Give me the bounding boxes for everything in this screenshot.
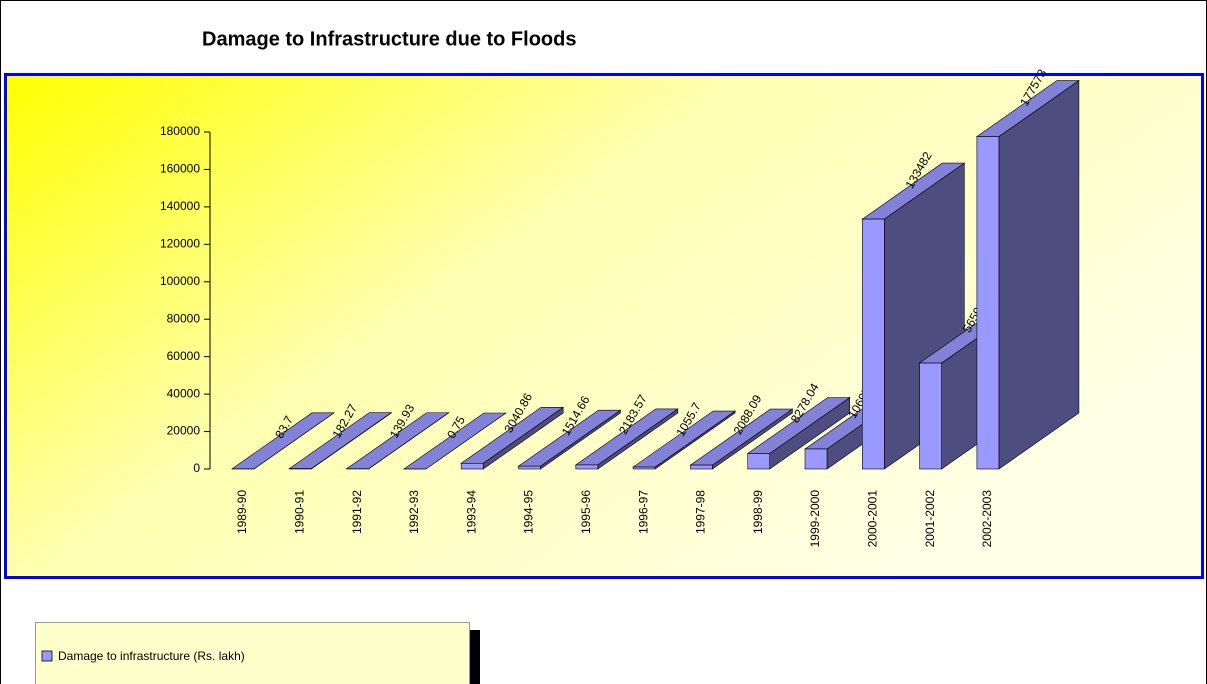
y-tick-label: 120000 <box>160 237 200 251</box>
legend-shadow <box>470 630 480 684</box>
x-tick-label: 1989-90 <box>235 490 249 534</box>
y-tick-label: 40000 <box>167 386 201 400</box>
bar <box>632 466 656 470</box>
y-tick-label: 140000 <box>160 199 200 213</box>
bar <box>747 453 771 470</box>
x-tick-label: 2001-2002 <box>923 490 937 548</box>
y-tick-label: 100000 <box>160 274 200 288</box>
x-tick-label: 2002-2003 <box>980 490 994 548</box>
x-tick-label: 1996-97 <box>636 490 650 534</box>
bar <box>861 218 885 470</box>
legend-swatch <box>41 650 53 662</box>
bar <box>575 464 599 470</box>
legend-label: Damage to infrastructure (Rs. lakh) <box>58 649 245 663</box>
bar <box>518 465 541 470</box>
bar <box>919 362 942 470</box>
y-tick-label: 160000 <box>160 162 200 176</box>
legend-box <box>35 622 470 684</box>
bar <box>460 463 484 470</box>
x-tick-label: 1995-96 <box>579 490 593 534</box>
y-tick-label: 180000 <box>160 124 200 138</box>
x-tick-label: 2000-2001 <box>865 490 879 548</box>
y-tick-label: 20000 <box>167 424 201 438</box>
x-tick-label: 1997-98 <box>694 490 708 534</box>
chart-title: Damage to Infrastructure due to Floods <box>202 28 576 50</box>
x-tick-label: 1994-95 <box>522 490 536 534</box>
x-tick-label: 1998-99 <box>751 490 765 534</box>
y-tick-label: 0 <box>193 461 200 475</box>
bar <box>690 464 713 470</box>
bar-side <box>998 79 1080 470</box>
bar <box>804 448 828 470</box>
x-tick-label: 1993-94 <box>464 490 478 534</box>
x-tick-label: 1990-91 <box>292 490 306 534</box>
y-tick-label: 60000 <box>167 349 201 363</box>
x-tick-label: 1992-93 <box>407 490 421 534</box>
y-tick-label: 80000 <box>167 311 201 325</box>
bar <box>976 136 1000 470</box>
x-tick-label: 1999-2000 <box>808 490 822 548</box>
x-tick-label: 1991-92 <box>350 490 364 534</box>
